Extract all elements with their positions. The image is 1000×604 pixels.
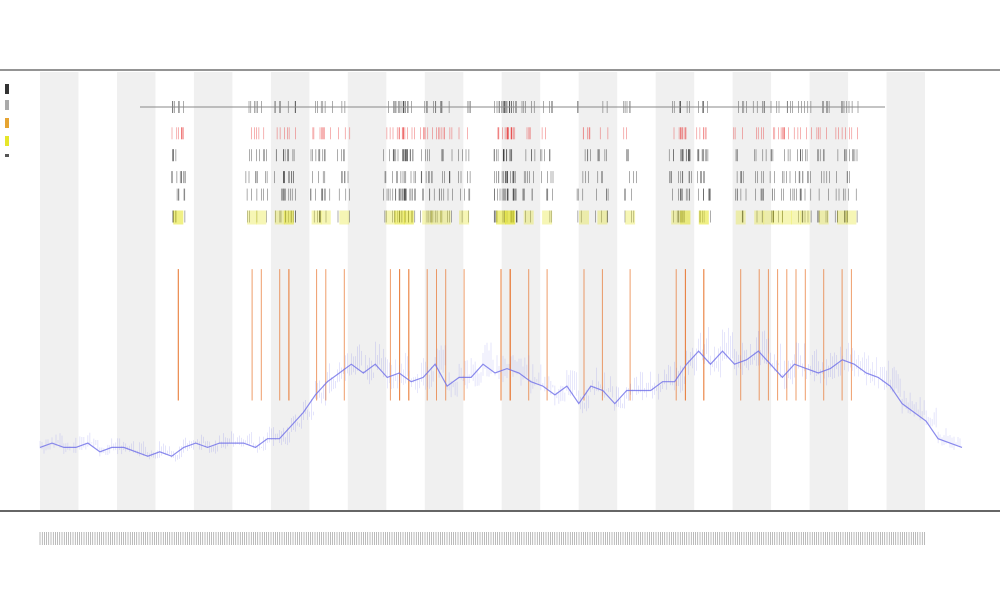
highlight-mark xyxy=(394,210,405,225)
highlight-mark xyxy=(800,210,811,225)
highlight-mark xyxy=(523,210,534,225)
highlight-mark xyxy=(625,210,636,225)
series-line xyxy=(39,350,963,457)
highlight-mark xyxy=(496,210,506,225)
highlight-mark xyxy=(505,210,516,225)
background-band xyxy=(578,72,618,510)
highlight-mark xyxy=(505,210,516,225)
legend-swatch-1 xyxy=(5,84,9,94)
series-layer xyxy=(39,327,963,462)
event-marks xyxy=(171,101,859,225)
highlight-mark xyxy=(680,210,691,225)
highlight-mark xyxy=(735,210,746,225)
highlight-mark xyxy=(597,210,608,225)
highlight-mark xyxy=(846,210,857,225)
spike-marks xyxy=(177,269,852,401)
background-band xyxy=(117,72,156,510)
legend-swatch-5 xyxy=(5,154,9,157)
background-band xyxy=(193,72,233,510)
highlight-mark xyxy=(394,210,405,225)
highlight-mark xyxy=(818,210,829,225)
highlight-mark xyxy=(247,210,258,225)
highlight-mark xyxy=(671,210,682,225)
background-band xyxy=(655,72,695,510)
background-band xyxy=(347,72,387,510)
highlight-mark xyxy=(680,210,691,225)
highlight-mark xyxy=(173,210,184,225)
highlight-mark xyxy=(403,210,414,225)
background-band xyxy=(270,72,310,510)
highlight-mark xyxy=(579,210,589,225)
highlight-mark xyxy=(274,210,285,225)
highlight-mark xyxy=(505,210,516,225)
background-band xyxy=(40,72,79,510)
highlight-mark xyxy=(791,210,801,225)
highlight-mark xyxy=(698,210,709,225)
highlight-mark xyxy=(422,210,433,225)
background-band xyxy=(732,72,772,510)
highlight-mark xyxy=(385,210,396,225)
legend-swatch-4 xyxy=(5,136,9,146)
highlight-mark xyxy=(754,210,765,225)
highlight-mark xyxy=(542,210,553,225)
highlight-mark xyxy=(763,210,774,225)
highlight-mark xyxy=(339,210,350,225)
highlight-mark xyxy=(431,210,442,225)
legend-swatch-3 xyxy=(5,118,9,128)
x-tick-labels xyxy=(39,532,925,545)
background-band xyxy=(424,72,464,510)
highlight-mark xyxy=(781,210,792,225)
highlight-mark xyxy=(311,210,322,225)
highlight-mark xyxy=(256,210,267,225)
highlight-mark xyxy=(772,210,783,225)
background-bands xyxy=(40,72,925,510)
legend xyxy=(5,84,9,157)
highlight-mark xyxy=(320,210,331,225)
highlight-mark xyxy=(496,210,506,225)
highlight-mark xyxy=(283,210,294,225)
legend-swatch-2 xyxy=(5,100,9,110)
highlight-mark xyxy=(837,210,848,225)
highlight-mark xyxy=(403,210,414,225)
highlight-mark xyxy=(440,210,451,225)
highlight-mark xyxy=(283,210,294,225)
background-band xyxy=(501,72,541,510)
highlight-mark xyxy=(173,210,184,225)
highlight-mark xyxy=(698,210,709,225)
highlight-mark xyxy=(459,210,470,225)
background-band xyxy=(886,72,925,510)
